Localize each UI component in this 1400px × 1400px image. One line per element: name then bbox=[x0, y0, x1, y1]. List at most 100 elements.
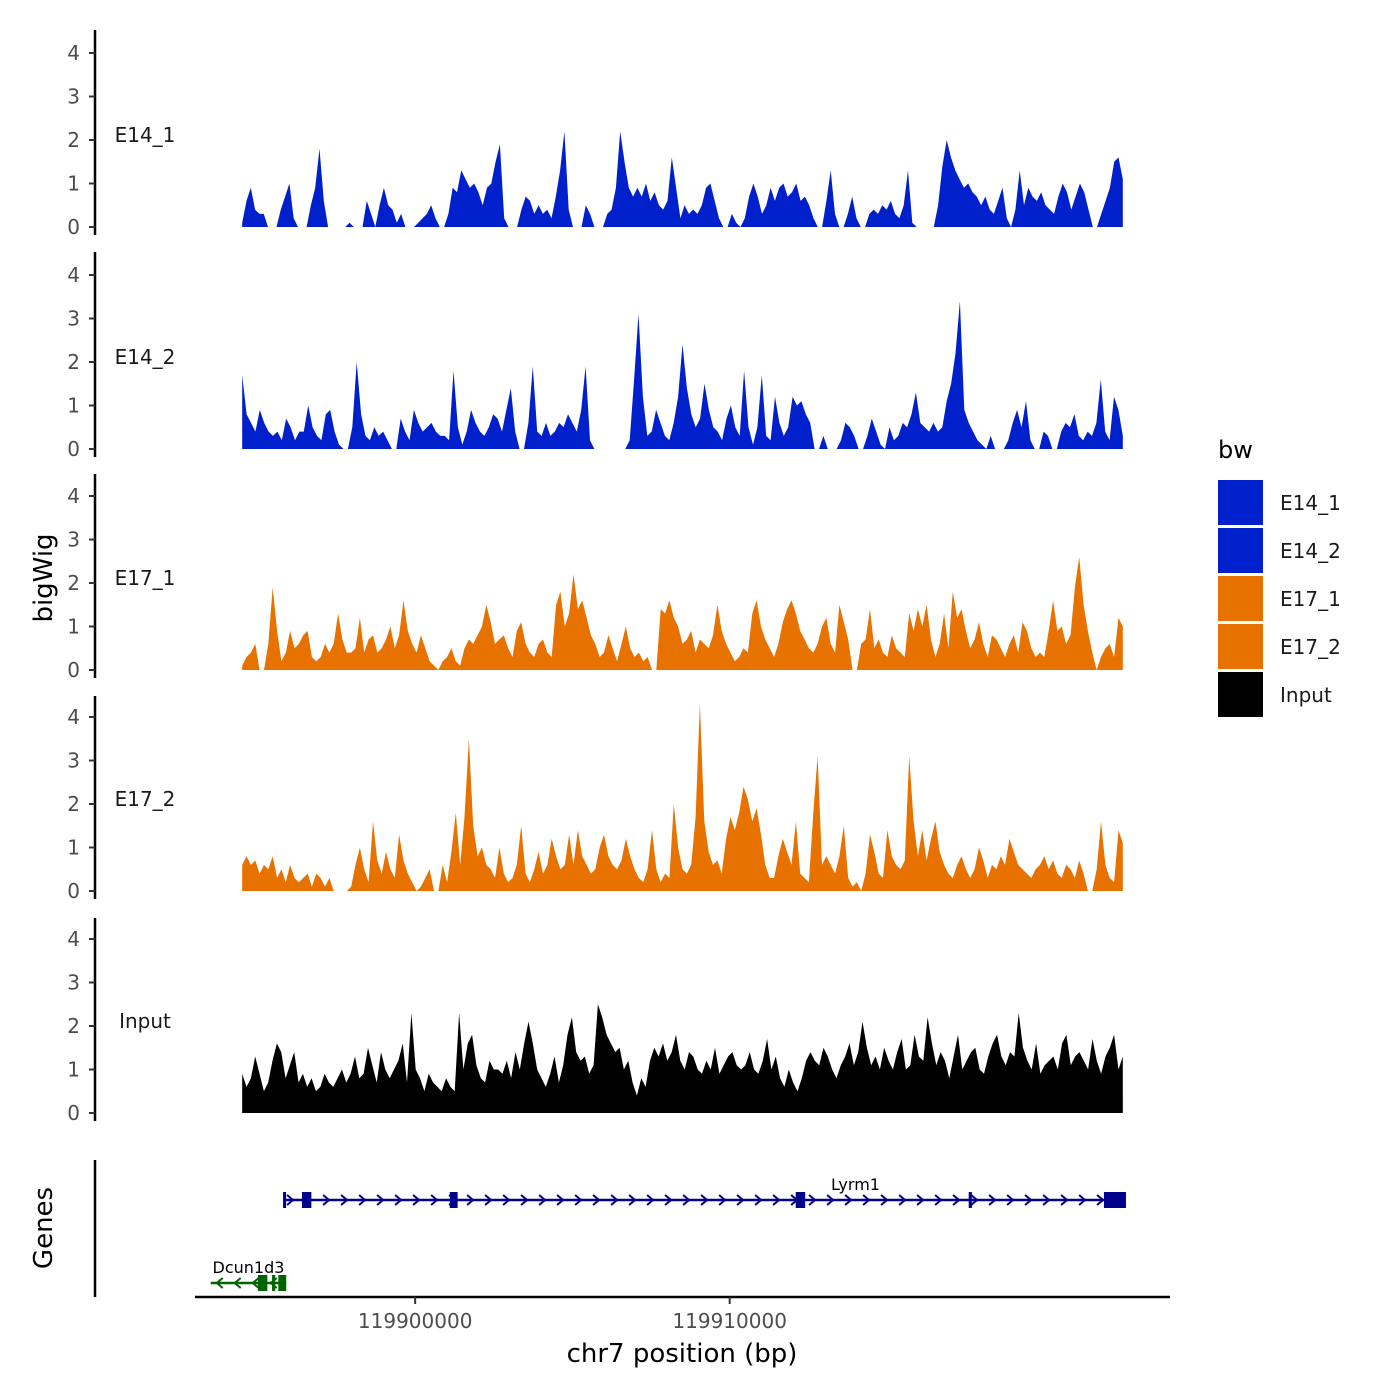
track-e14-2: 0 1 2 3 4 E14_2 bbox=[67, 252, 1123, 461]
gene-label: Lyrm1 bbox=[831, 1175, 880, 1194]
track-e17-1: 0 1 2 3 4 E17_1 bbox=[67, 474, 1123, 682]
x-axis-title: chr7 position (bp) bbox=[567, 1339, 798, 1369]
exon bbox=[449, 1192, 458, 1208]
y-tick-label: 4 bbox=[67, 263, 80, 287]
x-tick-label: 119900000 bbox=[358, 1309, 473, 1333]
signal-area bbox=[242, 301, 1123, 449]
y-tick-label: 0 bbox=[67, 1101, 80, 1125]
strand-arrow bbox=[1006, 1194, 1015, 1206]
strand-arrow bbox=[538, 1194, 547, 1206]
strand-arrow bbox=[1060, 1194, 1069, 1206]
y-tick-label: 2 bbox=[67, 792, 80, 816]
strand-arrow bbox=[412, 1194, 421, 1206]
strand-arrow bbox=[1042, 1194, 1051, 1206]
strand-arrow bbox=[430, 1194, 439, 1206]
y-tick-label: 2 bbox=[67, 128, 80, 152]
y-tick-label: 3 bbox=[67, 528, 80, 552]
legend-item-input: Input bbox=[1218, 672, 1332, 717]
y-tick-label: 1 bbox=[67, 836, 80, 860]
strand-arrow bbox=[754, 1194, 763, 1206]
facet-label: E14_2 bbox=[115, 345, 176, 369]
gene-dcun1d3: Dcun1d3 bbox=[210, 1258, 287, 1291]
strand-arrow bbox=[1024, 1194, 1033, 1206]
genes-axis-title: Genes bbox=[29, 1187, 59, 1269]
legend-item-e14-1: E14_1 bbox=[1218, 480, 1341, 525]
y-tick-label: 3 bbox=[67, 307, 80, 331]
track-e17-2: 0 1 2 3 4 E17_2 bbox=[67, 696, 1123, 903]
strand-arrow bbox=[484, 1194, 493, 1206]
exon bbox=[968, 1192, 972, 1208]
legend-item-e17-2: E17_2 bbox=[1218, 624, 1341, 669]
strand-arrow bbox=[358, 1194, 367, 1206]
y-tick-label: 0 bbox=[67, 658, 80, 682]
legend-swatch bbox=[1218, 528, 1263, 573]
legend-swatch bbox=[1218, 624, 1263, 669]
strand-arrow bbox=[610, 1194, 619, 1206]
facet-label: E17_2 bbox=[115, 787, 176, 811]
strand-arrow bbox=[880, 1194, 889, 1206]
strand-arrow bbox=[1078, 1194, 1087, 1206]
strand-arrow bbox=[1096, 1194, 1105, 1206]
strand-arrow bbox=[322, 1194, 331, 1206]
gene-label: Dcun1d3 bbox=[213, 1258, 285, 1277]
strand-arrow bbox=[970, 1194, 979, 1206]
exon bbox=[795, 1192, 806, 1208]
strand-arrow bbox=[826, 1194, 835, 1206]
y-tick-label: 2 bbox=[67, 350, 80, 374]
strand-arrow bbox=[646, 1194, 655, 1206]
y-tick-label: 0 bbox=[67, 437, 80, 461]
exon bbox=[1103, 1192, 1126, 1208]
y-tick-label: 4 bbox=[67, 41, 80, 65]
x-tick-label: 119910000 bbox=[672, 1309, 787, 1333]
y-tick-label: 2 bbox=[67, 1014, 80, 1038]
strand-arrow bbox=[934, 1194, 943, 1206]
y-tick-label: 0 bbox=[67, 879, 80, 903]
signal-area bbox=[242, 1004, 1123, 1113]
tracks-layer: 0 1 2 3 4 E14_1 0 1 2 3 4 E14_2 0 1 2 3 4 E17_1 0 1 2 3 4 E17_2… bbox=[67, 30, 1123, 1125]
facet-label: E17_1 bbox=[115, 566, 176, 590]
facet-label: E14_1 bbox=[115, 123, 176, 147]
legend-item-e14-2: E14_2 bbox=[1218, 528, 1341, 573]
legend: bw E14_1 E14_2 E17_1 E17_2 Input bbox=[1218, 436, 1341, 717]
y-tick-label: 0 bbox=[67, 215, 80, 239]
exon bbox=[301, 1192, 312, 1208]
signal-area bbox=[242, 131, 1123, 227]
strand-arrow bbox=[340, 1194, 349, 1206]
strand-arrow bbox=[736, 1194, 745, 1206]
legend-label: E17_2 bbox=[1280, 635, 1341, 659]
strand-arrow bbox=[898, 1194, 907, 1206]
y-tick-label: 3 bbox=[67, 971, 80, 995]
genes-panel: Lyrm1 Dcun1d3 bbox=[93, 1160, 1126, 1297]
strand-arrow bbox=[556, 1194, 565, 1206]
strand-arrow bbox=[466, 1194, 475, 1206]
y-tick-label: 1 bbox=[67, 1058, 80, 1082]
strand-arrow bbox=[862, 1194, 871, 1206]
strand-arrow bbox=[700, 1194, 709, 1206]
facet-label: Input bbox=[119, 1009, 171, 1033]
strand-arrow bbox=[215, 1277, 224, 1289]
strand-arrow bbox=[772, 1194, 781, 1206]
strand-arrow bbox=[844, 1194, 853, 1206]
strand-arrow bbox=[520, 1194, 529, 1206]
exon bbox=[283, 1192, 287, 1208]
y-tick-label: 2 bbox=[67, 571, 80, 595]
y-tick-label: 4 bbox=[67, 705, 80, 729]
x-axis: 119900000 119910000 bbox=[195, 1295, 1170, 1333]
strand-arrow bbox=[808, 1194, 817, 1206]
strand-arrow bbox=[502, 1194, 511, 1206]
legend-label: E14_2 bbox=[1280, 539, 1341, 563]
strand-arrow bbox=[286, 1194, 295, 1206]
legend-swatch bbox=[1218, 672, 1263, 717]
legend-swatch bbox=[1218, 576, 1263, 621]
strand-arrow bbox=[718, 1194, 727, 1206]
strand-arrow bbox=[251, 1277, 260, 1289]
y-axis-title: bigWig bbox=[29, 533, 59, 622]
strand-arrow bbox=[664, 1194, 673, 1206]
y-tick-label: 4 bbox=[67, 484, 80, 508]
strand-arrow bbox=[988, 1194, 997, 1206]
y-tick-label: 1 bbox=[67, 394, 80, 418]
signal-area bbox=[242, 556, 1123, 670]
strand-arrow bbox=[574, 1194, 583, 1206]
track-input: 0 1 2 3 4 Input bbox=[67, 918, 1123, 1125]
